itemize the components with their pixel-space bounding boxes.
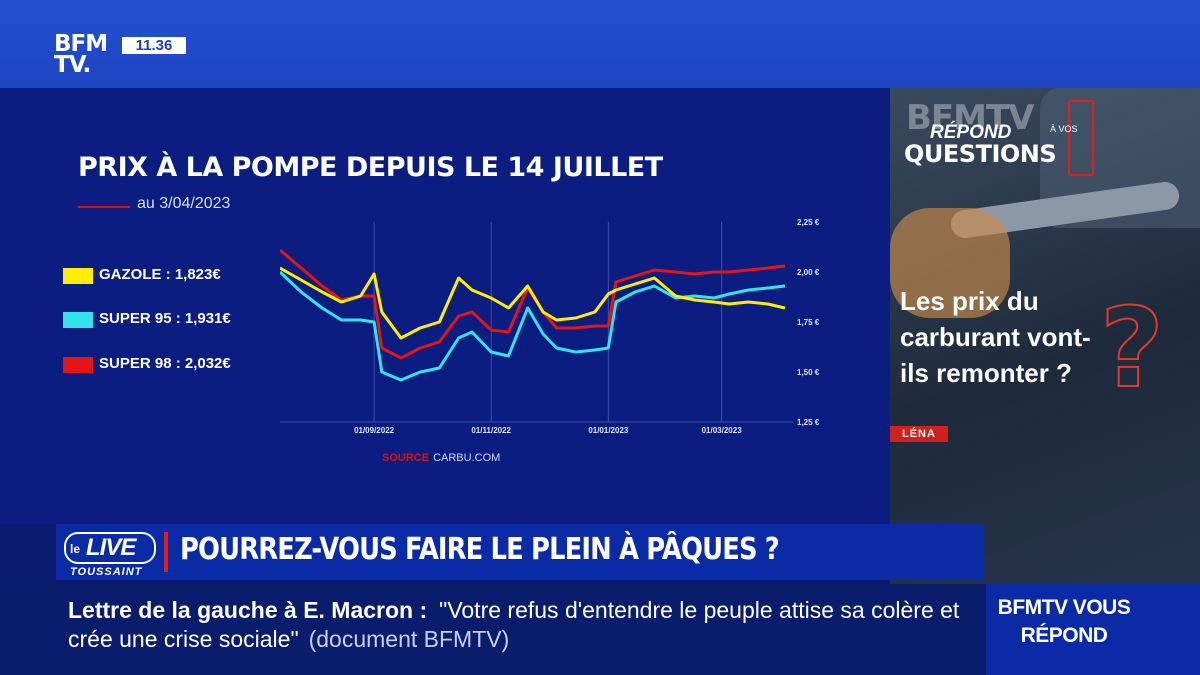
legend-swatch-gazole bbox=[63, 268, 93, 284]
le-live-logo: le LIVE TOUSSAINT bbox=[62, 528, 156, 578]
side-question: Les prix du carburant vont-ils remonter … bbox=[900, 286, 1091, 388]
chart-source: SOURCE CARBU.COM bbox=[382, 452, 500, 464]
headline-text: POURREZ-VOUS FAIRE LE PLEIN À PÂQUES ? bbox=[180, 532, 780, 567]
subtitle-dash bbox=[78, 206, 130, 208]
side-brand: BFMTV bbox=[906, 98, 1034, 138]
y-tick-label: 1,25 € bbox=[797, 418, 820, 427]
live-le: le bbox=[70, 542, 81, 556]
side-a-vos: À VOS bbox=[1050, 124, 1078, 134]
logo-line-1: BFM bbox=[54, 31, 108, 57]
series-line-1 bbox=[280, 270, 786, 382]
ticker-quote: "Votre refus d'entendre le peuple attise… bbox=[68, 597, 960, 652]
series-line-2 bbox=[280, 248, 786, 360]
headline-separator bbox=[164, 532, 168, 572]
ticker-lead: Lettre de la gauche à E. Macron : bbox=[68, 597, 428, 623]
presenter-name: LÉNA bbox=[890, 426, 948, 442]
x-tick-label: 01/03/2023 bbox=[702, 426, 743, 435]
source-value: CARBU.COM bbox=[433, 452, 501, 464]
side-repond: RÉPOND bbox=[930, 122, 1012, 143]
ticker-text: Lettre de la gauche à E. Macron : "Votre … bbox=[68, 596, 968, 654]
question-mark-icon: ? bbox=[1099, 284, 1165, 412]
side-questions: QUESTIONS bbox=[904, 140, 1057, 168]
chart-title: PRIX À LA POMPE DEPUIS LE 14 JUILLET bbox=[78, 152, 663, 183]
logo-line-2: TV. bbox=[54, 52, 91, 78]
series-line-0 bbox=[280, 266, 786, 340]
legend-label-gazole: GAZOLE : 1,823€ bbox=[99, 266, 221, 283]
x-tick-label: 01/01/2023 bbox=[588, 426, 629, 435]
y-tick-label: 2,25 € bbox=[797, 218, 820, 227]
hand-shape bbox=[890, 208, 1010, 318]
x-tick-label: 01/11/2022 bbox=[471, 426, 511, 435]
live-word: LIVE bbox=[86, 534, 136, 561]
ticker-note: (document BFMTV) bbox=[308, 626, 510, 652]
news-ticker: Lettre de la gauche à E. Macron : "Votre … bbox=[0, 584, 986, 675]
clock: 11.36 bbox=[122, 37, 186, 54]
legend-swatch-super95 bbox=[63, 312, 93, 328]
program-tag-text: BFMTV VOUS RÉPOND bbox=[997, 596, 1131, 647]
source-label: SOURCE bbox=[382, 452, 430, 464]
legend-label-super95: SUPER 95 : 1,931€ bbox=[99, 310, 231, 327]
exclamation-icon bbox=[1068, 100, 1094, 176]
chart-subtitle: au 3/04/2023 bbox=[137, 195, 231, 212]
y-tick-label: 1,50 € bbox=[797, 368, 820, 377]
live-host: TOUSSAINT bbox=[70, 566, 143, 578]
bfmtv-logo: BFM TV. bbox=[54, 31, 108, 78]
x-tick-label: 01/09/2022 bbox=[354, 426, 395, 435]
y-tick-label: 1,75 € bbox=[797, 318, 820, 327]
top-band bbox=[0, 0, 1200, 88]
live-frame bbox=[64, 532, 156, 564]
y-tick-label: 2,00 € bbox=[797, 268, 820, 277]
program-tag: BFMTV VOUS RÉPOND bbox=[986, 584, 1200, 675]
price-line-chart: 01/09/2022 01/11/2022 01/01/2023 01/03/2023… bbox=[280, 218, 820, 435]
headline-bar: le LIVE TOUSSAINT POURREZ-VOUS FAIRE LE … bbox=[56, 524, 984, 580]
legend-label-super98: SUPER 98 : 2,032€ bbox=[99, 355, 231, 372]
side-panel: BFMTV RÉPOND À VOS QUESTIONS ? Les prix … bbox=[890, 88, 1200, 584]
legend-swatch-super98 bbox=[63, 357, 93, 373]
